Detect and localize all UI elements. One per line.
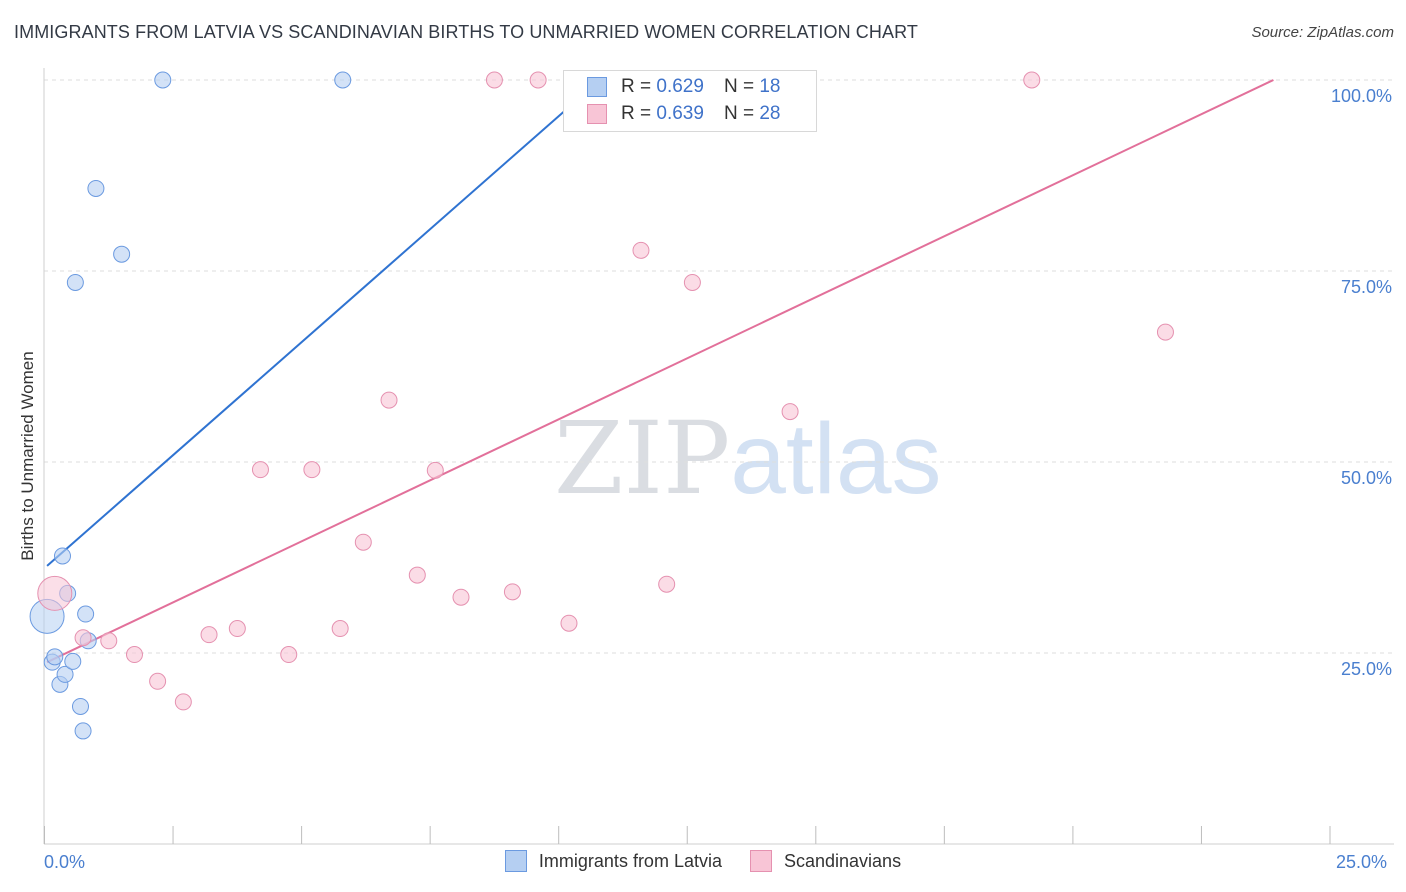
data-point-scand bbox=[200, 626, 218, 644]
r-label: R = bbox=[621, 103, 652, 124]
legend-item-scandinavians[interactable]: Scandinavians bbox=[749, 850, 902, 872]
data-point-latvia bbox=[56, 665, 74, 683]
y-tick-label-100: 100.0% bbox=[1330, 86, 1392, 106]
y-axis-label: Births to Unmarried Women bbox=[18, 351, 37, 561]
r-value-scandinavians: 0.639 bbox=[656, 103, 704, 124]
data-point-scand bbox=[149, 672, 167, 690]
chart-title: IMMIGRANTS FROM LATVIA VS SCANDINAVIAN B… bbox=[14, 22, 918, 42]
data-point-scand bbox=[100, 632, 118, 650]
y-tick-label-75: 75.0% bbox=[1340, 277, 1392, 297]
data-point-scand bbox=[426, 461, 444, 479]
watermark-zip: ZIP bbox=[554, 400, 731, 517]
data-point-scand bbox=[560, 614, 578, 632]
trend-line-scand bbox=[46, 79, 1274, 664]
data-point-scand bbox=[1156, 323, 1174, 341]
data-point-scand bbox=[485, 71, 503, 89]
watermark-atlas: atlas bbox=[730, 403, 942, 515]
x-tick-label-min: 0.0% bbox=[44, 852, 86, 872]
data-point-latvia bbox=[77, 605, 95, 623]
data-point-latvia bbox=[113, 245, 131, 263]
data-point-scand bbox=[452, 588, 470, 606]
legend-row-scandinavians: R = 0.639 N = 28 bbox=[587, 101, 781, 127]
data-point-latvia bbox=[74, 722, 92, 740]
data-point-latvia bbox=[334, 71, 352, 89]
series-legend: Immigrants from Latvia Scandinavians bbox=[0, 850, 1406, 872]
data-point-latvia bbox=[154, 71, 172, 89]
data-point-latvia bbox=[53, 547, 71, 565]
data-point-scand bbox=[37, 575, 73, 611]
n-label: N = bbox=[723, 76, 755, 97]
y-tick-label-50: 50.0% bbox=[1340, 468, 1392, 488]
data-point-latvia bbox=[71, 697, 89, 715]
axes bbox=[43, 68, 1394, 845]
trend-lines bbox=[46, 79, 1274, 664]
data-point-scand bbox=[380, 391, 398, 409]
correlation-legend: R = 0.629 N = 18 R = 0.639 N = 28 bbox=[563, 70, 817, 132]
r-value-latvia: 0.629 bbox=[656, 76, 704, 97]
data-point-scand bbox=[125, 646, 143, 664]
data-point-scand bbox=[228, 620, 246, 638]
n-value-latvia: 18 bbox=[759, 76, 781, 97]
data-point-latvia bbox=[46, 648, 64, 666]
data-point-scand bbox=[658, 575, 676, 593]
source-credit: Source: ZipAtlas.com bbox=[1251, 24, 1394, 41]
data-point-scand bbox=[303, 461, 321, 479]
data-point-scand bbox=[1023, 71, 1041, 89]
data-point-latvia bbox=[87, 179, 105, 197]
y-tick-label-25: 25.0% bbox=[1340, 659, 1392, 679]
data-point-scand bbox=[174, 693, 192, 711]
watermark: ZIPatlas bbox=[554, 400, 942, 517]
legend-label-scandinavians: Scandinavians bbox=[783, 850, 902, 871]
legend-swatch-latvia bbox=[587, 77, 607, 97]
n-label: N = bbox=[723, 103, 755, 124]
data-point-scand bbox=[354, 533, 372, 551]
data-point-scand bbox=[632, 241, 650, 259]
data-point-scand bbox=[683, 273, 701, 291]
data-point-scand bbox=[331, 620, 349, 638]
legend-row-latvia: R = 0.629 N = 18 bbox=[587, 74, 781, 100]
data-point-latvia bbox=[64, 652, 82, 670]
data-point-scand bbox=[781, 403, 799, 421]
n-value-scandinavians: 28 bbox=[759, 103, 781, 124]
data-point-latvia bbox=[66, 273, 84, 291]
legend-swatch-latvia bbox=[504, 850, 527, 872]
r-label: R = bbox=[621, 76, 652, 97]
data-point-scand bbox=[503, 583, 521, 601]
x-tick-label-max: 25.0% bbox=[1336, 852, 1388, 872]
legend-swatch-scandinavians bbox=[587, 104, 607, 124]
data-point-scand bbox=[74, 629, 92, 647]
trend-line-latvia bbox=[46, 79, 601, 567]
legend-item-latvia[interactable]: Immigrants from Latvia bbox=[504, 850, 722, 872]
legend-label-latvia: Immigrants from Latvia bbox=[538, 850, 722, 871]
data-point-scand bbox=[529, 71, 547, 89]
data-point-scand bbox=[408, 566, 426, 584]
data-points bbox=[29, 71, 1174, 740]
legend-swatch-scandinavians bbox=[749, 850, 772, 872]
data-point-scand bbox=[280, 646, 298, 664]
data-point-scand bbox=[251, 461, 269, 479]
